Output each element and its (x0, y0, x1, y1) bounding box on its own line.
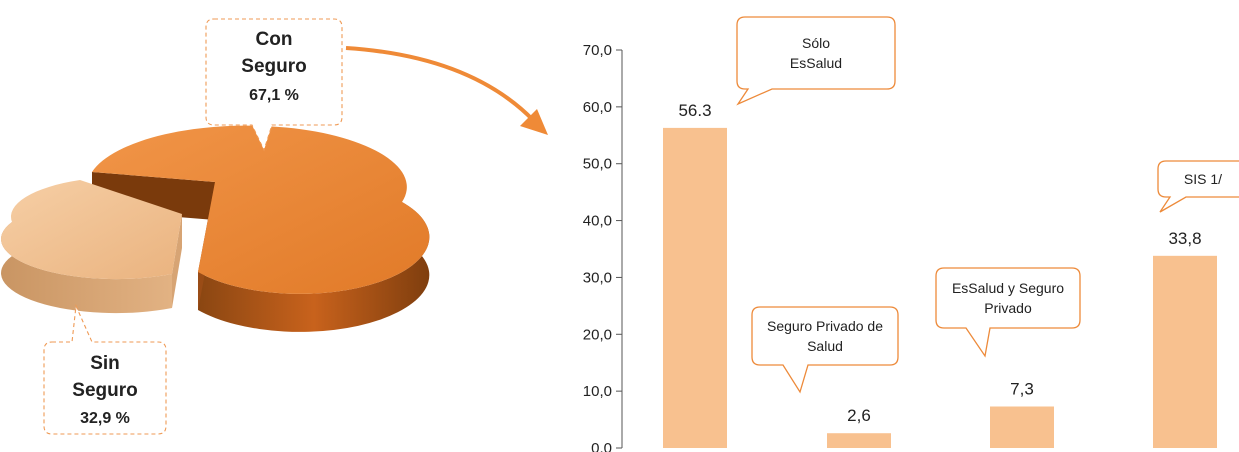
bar-callout-label: Sólo (802, 35, 830, 51)
bar (990, 406, 1054, 448)
pie-callout-con-seguro: Con Seguro 67,1 % (205, 18, 343, 152)
pie-slice-sin-seguro (1, 180, 183, 314)
bar-callouts: Sólo EsSalud Seguro Privado de Salud EsSalud… (736, 16, 1239, 394)
pie-value-con: 67,1 % (249, 87, 299, 104)
bar-callout-box (935, 267, 1081, 358)
bar-callout-label: Privado (984, 300, 1032, 316)
bar-value-label: 7,3 (1010, 379, 1034, 398)
connector-arrow (345, 46, 548, 135)
bar-callout-box (751, 306, 899, 394)
pie-callout-sin-seguro: Sin Seguro 32,9 % (43, 303, 167, 435)
bar-value-label: 56.3 (678, 101, 711, 120)
bar (827, 433, 891, 448)
y-tick-label: 60,0 (583, 99, 612, 116)
bar-callout-label: EsSalud y Seguro (952, 280, 1064, 296)
pie-slice-con-seguro (92, 125, 430, 332)
y-tick-label: 20,0 (583, 326, 612, 343)
pie-label-sin-line2: Seguro (72, 380, 137, 401)
y-tick-label: 50,0 (583, 156, 612, 173)
y-tick-label: 70,0 (583, 42, 612, 59)
bars: 56.3 2,6 7,3 33,8 (663, 101, 1217, 448)
bar-callout-label: Salud (807, 338, 843, 354)
pie-label-sin-line1: Sin (90, 353, 120, 374)
bar-callout-label: EsSalud (790, 55, 842, 71)
bar-callout-label: SIS 1/ (1184, 171, 1222, 187)
y-tick-label: 10,0 (583, 383, 612, 400)
bar-callout-label: Seguro Privado de (767, 318, 883, 334)
bar-callout-box (1157, 160, 1239, 213)
bar (663, 127, 727, 448)
pie-label-con-line2: Seguro (241, 56, 306, 77)
y-tick-label: 40,0 (583, 213, 612, 230)
pie-label-con-line1: Con (256, 29, 293, 50)
y-tick-label: 30,0 (583, 269, 612, 286)
pie-value-sin: 32,9 % (80, 410, 130, 427)
y-axis-ticks: 0,0 10,0 20,0 30,0 40,0 50,0 60,0 70,0 (583, 42, 622, 452)
bar-value-label: 2,6 (847, 406, 871, 425)
pie-chart: Con Seguro 67,1 % Sin Seguro 32,9 % (1, 18, 548, 435)
bar-callout-box (736, 16, 896, 106)
bar (1153, 255, 1217, 448)
bar-value-label: 33,8 (1168, 229, 1201, 248)
bar-chart: 0,0 10,0 20,0 30,0 40,0 50,0 60,0 70,0 56.3 2,6 7… (583, 16, 1239, 452)
y-tick-label: 0,0 (591, 440, 612, 452)
